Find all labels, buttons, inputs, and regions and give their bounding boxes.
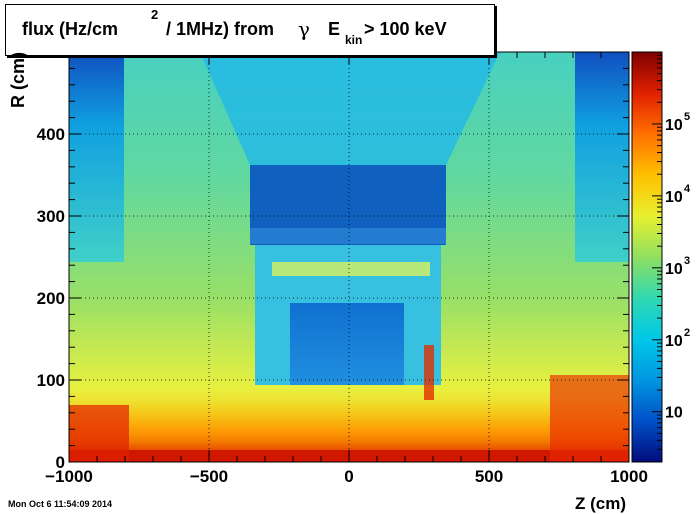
x-tick-label: −500	[190, 467, 228, 486]
colorbar-tick-label: 10	[665, 333, 683, 350]
heatmap-hotspot-left	[69, 405, 129, 462]
title-subscript: kin	[345, 33, 363, 47]
y-tick-label: 200	[37, 289, 65, 308]
colorbar-tick-label: 10	[665, 261, 683, 278]
y-axis-label: R (cm)	[8, 51, 28, 108]
colorbar-tick-label: 10	[665, 189, 683, 206]
heatmap-upper-cone	[200, 52, 500, 165]
title-text-2: / 1MHz) from	[166, 19, 274, 39]
title-energy-symbol: E	[328, 19, 341, 39]
heatmap-inner-cavity	[290, 303, 404, 385]
y-tick-label: 400	[37, 125, 65, 144]
heatmap-corner-left	[69, 52, 124, 262]
heatmap-barrel-rim	[272, 262, 430, 276]
title-gamma-symbol: γ	[298, 17, 310, 41]
x-axis-label: Z (cm)	[575, 494, 626, 513]
colorbar-tick-exponent: 5	[684, 111, 690, 123]
heatmap-hotspot-right	[550, 375, 629, 462]
x-tick-label: 1000	[610, 467, 648, 486]
colorbar-gradient	[632, 52, 662, 462]
colorbar-tick-exponent: 4	[684, 183, 691, 195]
grid-lines	[69, 52, 629, 462]
x-tick-label: −1000	[45, 467, 93, 486]
y-tick-label: 0	[56, 453, 65, 472]
colorbar-tick-label: 10	[665, 405, 683, 422]
colorbar-tick-exponent: 2	[684, 327, 690, 339]
x-axis: −1000 −500 0 500 1000	[45, 52, 648, 486]
x-tick-label: 0	[344, 467, 353, 486]
heatmap-band-stripes	[250, 228, 446, 244]
timestamp: Mon Oct 6 11:54:09 2014	[8, 499, 113, 509]
colorbar-tick-exponent: 3	[684, 255, 690, 267]
y-tick-label: 300	[37, 207, 65, 226]
colorbar-frame	[631, 51, 663, 463]
title-text-3: > 100 keV	[364, 19, 447, 39]
heatmap-corner-right	[575, 52, 629, 262]
heatmap-hotspot-mid	[424, 345, 434, 400]
title-text-1: flux (Hz/cm	[22, 19, 119, 39]
y-tick-label: 100	[37, 371, 65, 390]
colorbar-tick-label: 10	[665, 117, 683, 134]
chart-title: flux (Hz/cm 2 / 1MHz) from γ E kin > 100…	[5, 4, 495, 56]
x-tick-label: 500	[475, 467, 503, 486]
title-superscript: 2	[151, 7, 159, 22]
